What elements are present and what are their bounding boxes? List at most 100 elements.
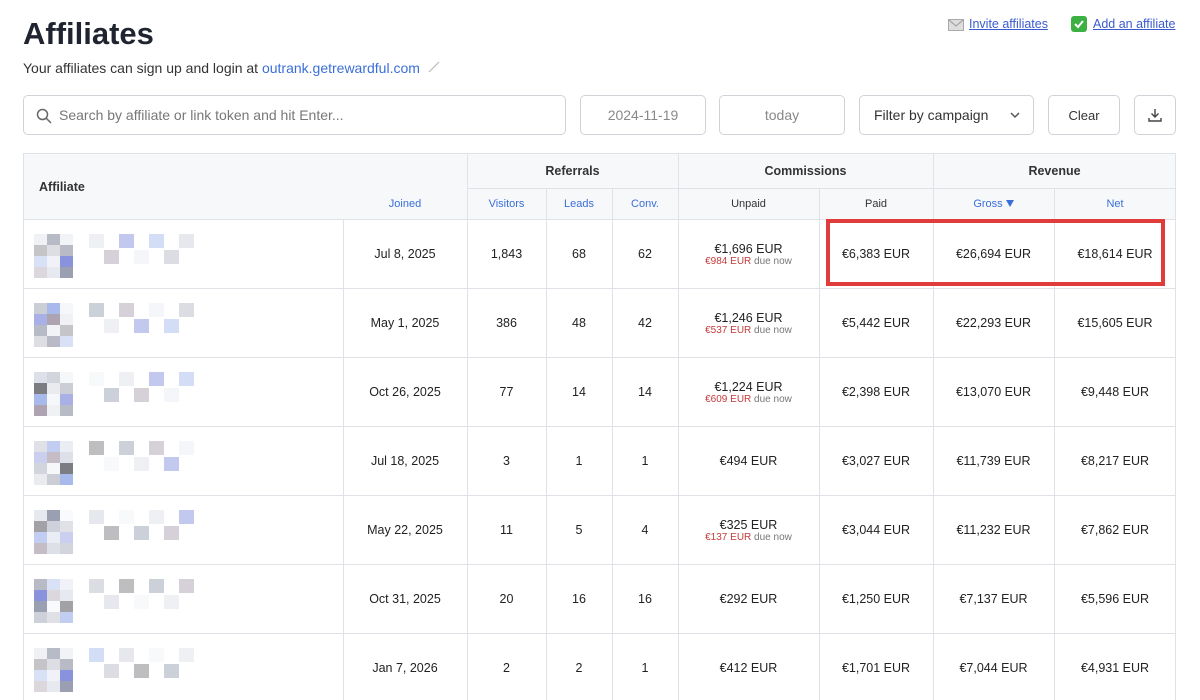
column-divider [1054,634,1055,700]
table-cell: €3,027 EUR [819,427,933,495]
cell-value: €3,027 EUR [841,454,911,468]
blur-pixel [47,256,60,267]
blur-pixel [179,648,194,662]
blur-pixel [34,521,47,532]
column-header: Net [1054,188,1175,219]
blur-pixel [34,234,47,245]
due-now-label: due now [754,393,792,405]
blur-pixel [149,372,164,386]
blur-pixel [60,670,73,681]
table-cell: 1,843 [467,220,546,288]
column-divider [819,358,820,427]
blur-pixel [60,648,73,659]
column-divider [546,358,547,427]
cell-value: €1,224 EUR [714,379,783,394]
table-cell: 3 [467,427,546,495]
table-cell: €1,224 EUR €609 EUR due now [678,358,819,426]
table-cell: €1,250 EUR [819,565,933,633]
search-input[interactable]: Search by affiliate or link token and hi… [23,95,566,135]
column-divider [1054,289,1055,358]
blur-pixel [60,579,73,590]
column-divider [467,634,468,700]
blur-pixel [34,267,47,278]
invite-link[interactable]: Invite affiliates [969,17,1048,31]
column-divider [612,358,613,427]
cell-value: €5,442 EUR [841,316,911,330]
header-line [467,188,1175,189]
table-cell: 1 [546,427,612,495]
blur-pixel [47,336,60,347]
blur-pixel [60,521,73,532]
blur-pixel [34,510,47,521]
blur-pixel [104,595,119,609]
add-link[interactable]: Add an affiliate [1093,17,1176,31]
table-cell: 42 [612,289,678,357]
column-divider [343,496,344,565]
column-divider [933,289,934,358]
table-cell: Jan 7, 2026 [343,634,467,700]
header-divider [933,154,934,219]
blur-pixel [104,457,119,471]
blur-pixel [47,405,60,416]
blur-pixel [89,579,104,593]
cell-value: €325 EUR [719,517,778,532]
table-cell: 2 [467,634,546,700]
blur-pixel [47,234,60,245]
table-cell: Oct 31, 2025 [343,565,467,633]
column-divider [343,289,344,358]
blur-pixel [164,319,179,333]
blur-pixel [34,314,47,325]
row-line [24,426,1175,427]
blur-pixel [104,664,119,678]
table-cell: Jul 8, 2025 [343,220,467,288]
cell-value: €4,931 EUR [1080,661,1150,675]
campaign-select[interactable]: Filter by campaign [859,95,1034,135]
portal-link[interactable]: outrank.getrewardful.com [261,60,420,76]
start-date[interactable]: 2024-11-19 [580,95,706,135]
download-button[interactable] [1134,95,1176,135]
blur-pixel [34,383,47,394]
column-header-text: Net [1106,197,1124,210]
table-cell: 1 [612,634,678,700]
blur-pixel [47,510,60,521]
table-cell: €11,739 EUR [933,427,1054,495]
column-divider [546,220,547,289]
column-divider [1054,220,1055,289]
table-cell: €5,442 EUR [819,289,933,357]
cell-value: €6,383 EUR [841,247,911,261]
blur-pixel [47,532,60,543]
column-divider [612,634,613,700]
blur-pixel [104,250,119,264]
column-header: Joined [343,188,467,219]
mail-icon [948,19,964,31]
blur-pixel [60,532,73,543]
table-cell: €22,293 EUR [933,289,1054,357]
end-date[interactable]: today [719,95,845,135]
table-cell: 14 [546,358,612,426]
blur-pixel [164,526,179,540]
subtitle-text: Your affiliates can sign up and login at [23,60,259,76]
column-divider [467,427,468,496]
blur-pixel [47,612,60,623]
column-divider [1054,358,1055,427]
column-divider [467,358,468,427]
column-divider [933,496,934,565]
cell-value: 11 [500,523,513,537]
blur-pixel [34,612,47,623]
row-line [24,495,1175,496]
column-header-text: Gross [973,197,1003,210]
blur-pixel [119,510,134,524]
due-now: €984 EUR due now [705,256,792,267]
cell-value: 42 [638,316,652,330]
blur-pixel [179,303,194,317]
cell-value: 386 [496,316,517,330]
blur-pixel [134,595,149,609]
blur-pixel [119,234,134,248]
clear-button[interactable]: Clear [1048,95,1120,135]
column-divider [819,427,820,496]
cell-value: 3 [503,454,510,468]
blur-pixel [47,303,60,314]
due-now: €537 EUR due now [705,325,792,336]
avatar-blur [34,648,74,692]
